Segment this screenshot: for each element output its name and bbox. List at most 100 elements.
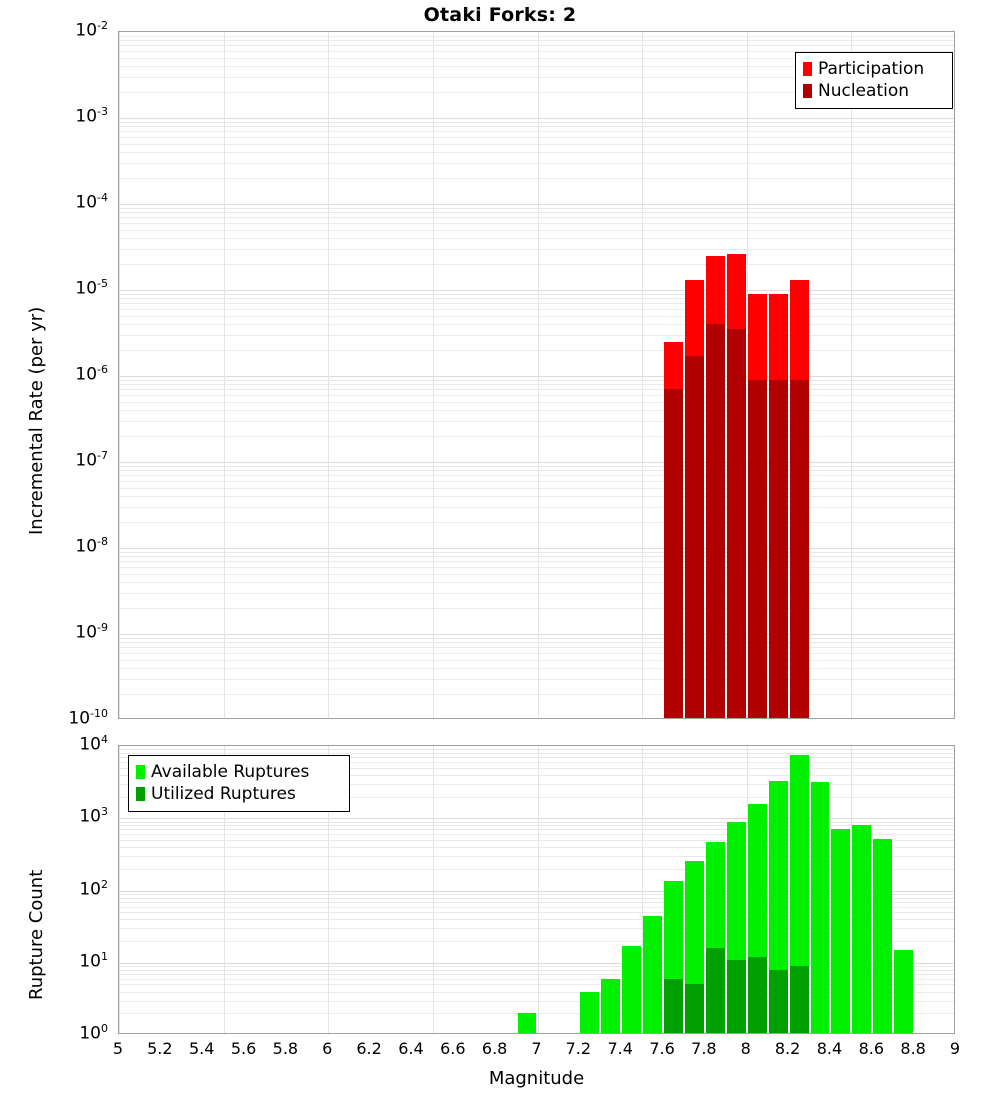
grid-line	[119, 974, 954, 975]
x-axis-tick-label: 7.6	[649, 1039, 675, 1058]
grid-line	[119, 410, 954, 411]
grid-line	[119, 122, 954, 123]
grid-line	[119, 481, 954, 482]
grid-line	[119, 144, 954, 145]
grid-line	[119, 970, 954, 971]
grid-line	[119, 979, 954, 980]
y-axis-tick-label: 103	[79, 805, 108, 827]
bar-utilized-ruptures	[789, 966, 809, 1033]
grid-line	[119, 395, 954, 396]
x-axis-tick-label: 7.8	[691, 1039, 717, 1058]
bar-available-ruptures	[810, 781, 830, 1033]
grid-line	[119, 966, 954, 967]
grid-line	[119, 92, 954, 93]
bar-available-ruptures	[789, 755, 809, 1033]
bar-utilized-ruptures	[747, 957, 767, 1033]
grid-line	[119, 507, 954, 508]
grid-line	[119, 634, 954, 635]
x-axis-label: Magnitude	[488, 1068, 585, 1089]
x-axis-tick-label: 6.6	[440, 1039, 466, 1058]
y-axis-tick-label: 10-6	[75, 362, 108, 385]
grid-line	[119, 66, 954, 67]
x-axis-tick-label: 8.2	[774, 1039, 801, 1058]
bar-nucleation	[747, 379, 767, 718]
grid-line	[119, 822, 954, 823]
grid-line	[119, 941, 954, 942]
grid-line	[119, 350, 954, 351]
bar-nucleation	[664, 389, 683, 718]
y-axis-tick-label: 10-9	[75, 620, 108, 643]
y-axis-tick-label: 10-5	[75, 276, 108, 299]
legend-swatch-icon	[136, 765, 145, 779]
bar-utilized-ruptures	[726, 959, 746, 1033]
grid-line	[119, 264, 954, 265]
grid-line	[119, 834, 954, 835]
grid-line-vertical	[747, 746, 748, 1033]
grid-line-vertical	[538, 32, 539, 718]
x-axis-tick-label: 6.4	[398, 1039, 424, 1058]
grid-line	[119, 912, 954, 913]
grid-line	[119, 249, 954, 250]
grid-line	[119, 668, 954, 669]
legend-entry: Nucleation	[803, 80, 944, 102]
bar-utilized-ruptures	[705, 948, 725, 1033]
grid-line	[119, 818, 954, 819]
legend-label: Participation	[818, 58, 925, 79]
grid-line	[119, 992, 954, 993]
grid-line	[119, 178, 954, 179]
x-axis-tick-label: 5.4	[188, 1039, 215, 1058]
grid-line	[119, 567, 954, 568]
legend-swatch-icon	[136, 787, 145, 801]
bar-utilized-ruptures	[684, 984, 704, 1033]
grid-line	[119, 775, 954, 776]
grid-line-vertical	[433, 746, 434, 1033]
grid-line	[119, 762, 954, 763]
grid-line	[119, 389, 954, 390]
x-axis-tick-label: 8	[740, 1039, 751, 1058]
grid-line	[119, 768, 954, 769]
grid-line	[119, 376, 954, 377]
bar-available-ruptures	[852, 825, 872, 1033]
grid-line	[119, 163, 954, 164]
bar-available-ruptures	[643, 916, 663, 1033]
grid-line-vertical	[747, 32, 748, 718]
grid-line	[119, 907, 954, 908]
grid-line	[119, 335, 954, 336]
legend-entry: Utilized Ruptures	[136, 783, 341, 805]
y-axis-tick-label: 100	[79, 1021, 108, 1044]
x-axis-tick-label: 6	[322, 1039, 333, 1058]
grid-line	[119, 647, 954, 648]
grid-line-vertical	[642, 32, 643, 718]
grid-line	[119, 694, 954, 695]
grid-line	[119, 436, 954, 437]
y-axis-tick-label: 10-10	[68, 706, 108, 729]
x-axis-tick-label: 5.8	[272, 1039, 299, 1058]
grid-line-vertical	[642, 746, 643, 1033]
x-axis-tick-label: 7.2	[565, 1039, 592, 1058]
grid-line	[119, 402, 954, 403]
bar-utilized-ruptures	[768, 969, 788, 1033]
grid-line	[119, 488, 954, 489]
grid-line	[119, 552, 954, 553]
grid-line	[119, 593, 954, 594]
bar-available-ruptures	[517, 1013, 537, 1033]
bar-available-ruptures	[894, 950, 914, 1033]
grid-line	[119, 309, 954, 310]
grid-line	[119, 152, 954, 153]
grid-line	[119, 891, 954, 892]
bar-available-ruptures	[831, 828, 851, 1033]
grid-line	[119, 77, 954, 78]
rupture-count-plot	[118, 745, 955, 1034]
grid-line	[119, 548, 954, 549]
top-legend: Participation Nucleation	[795, 52, 953, 109]
grid-line	[119, 919, 954, 920]
legend-entry: Participation	[803, 58, 944, 80]
grid-line	[119, 303, 954, 304]
grid-line	[119, 894, 954, 895]
grid-line	[119, 137, 954, 138]
grid-line	[119, 324, 954, 325]
grid-line	[119, 784, 954, 785]
grid-line-vertical	[119, 32, 120, 718]
grid-line	[119, 58, 954, 59]
x-axis-tick-label: 9	[949, 1039, 961, 1058]
